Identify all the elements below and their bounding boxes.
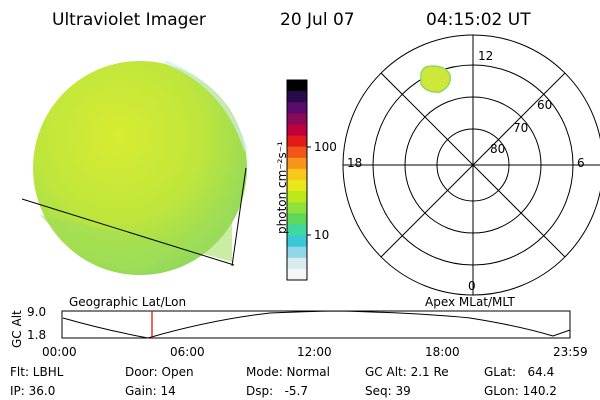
- colorbar-frame: [286, 79, 308, 281]
- polar-plot: [342, 34, 600, 296]
- colorbar-band: [287, 268, 307, 281]
- apex-label: Apex MLat/MLT: [425, 295, 515, 309]
- polar-radial-ne: [472, 61, 577, 166]
- mlt-label-12: 12: [478, 49, 494, 63]
- time-tick-1200: 12:00: [297, 345, 332, 359]
- colorbar-band: [287, 202, 307, 214]
- colorbar-label-100: 100: [314, 140, 337, 154]
- mode-info: Mode: Normal: [246, 365, 330, 379]
- instrument-title: Ultraviolet Imager: [52, 10, 206, 30]
- time-tick-1800: 18:00: [425, 345, 460, 359]
- polar-radial-nw: [369, 61, 474, 166]
- colorbar-band: [287, 80, 307, 92]
- polar-radial-se: [472, 164, 577, 269]
- mlt-label-0: 0: [468, 279, 476, 293]
- colorbar-band: [287, 224, 307, 237]
- polar-ring-80: [436, 128, 510, 202]
- disk-fill: [33, 61, 247, 275]
- dsp-info: Dsp: -5.7: [246, 384, 309, 398]
- colorbar-band: [287, 257, 307, 270]
- colorbar-band: [287, 146, 307, 159]
- colorbar-band: [287, 180, 307, 192]
- altitude-ytick-low: 1.8: [27, 328, 47, 342]
- colorbar-band: [287, 235, 307, 248]
- altitude-plot-frame: [61, 310, 571, 339]
- colorbar-band: [287, 246, 307, 259]
- colorbar-band: [287, 157, 307, 170]
- glat-info: GLat: 64.4: [484, 365, 555, 379]
- altitude-ytick-high: 9.0: [27, 305, 47, 319]
- colorbar-band: [287, 113, 307, 125]
- time-tick-0600: 06:00: [170, 345, 205, 359]
- observation-time: 04:15:02 UT: [426, 10, 531, 30]
- door-info: Door: Open: [125, 365, 194, 379]
- polar-ring-60: [372, 64, 574, 266]
- geographic-label: Geographic Lat/Lon: [69, 295, 187, 309]
- observation-date: 20 Jul 07: [280, 10, 355, 30]
- auroral-blob: [420, 65, 452, 93]
- time-tick-2359: 23:59: [553, 345, 588, 359]
- lat-label-70: 70: [513, 121, 529, 135]
- limb-line: [231, 167, 247, 267]
- gain-info: Gain: 14: [125, 384, 176, 398]
- ip-info: IP: 36.0: [10, 384, 56, 398]
- colorbar-label-10: 10: [314, 228, 330, 242]
- colorbar-band: [287, 213, 307, 225]
- polar-ring-outer: [342, 34, 600, 296]
- uv-image-disk: [21, 60, 248, 275]
- time-tick-0000: 00:00: [42, 345, 77, 359]
- colorbar-band: [287, 102, 307, 114]
- colorbar-band: [287, 168, 307, 181]
- polar-radial-sw: [369, 164, 474, 269]
- altitude-curve: [62, 310, 571, 339]
- colorbar-band: [287, 124, 307, 137]
- sequence-info: Seq: 39: [365, 384, 411, 398]
- altitude-plot: [61, 310, 571, 339]
- disk-lower-band: [40, 200, 232, 275]
- polar-ring-70: [404, 96, 542, 234]
- filter-info: Flt: LBHL: [10, 365, 64, 379]
- mlt-label-6: 6: [577, 156, 585, 170]
- colorbar: [287, 80, 307, 281]
- colorbar-unit-label: photon cm⁻²s⁻¹: [275, 141, 289, 234]
- lat-label-80: 80: [490, 142, 506, 156]
- gc-altitude-info: GC Alt: 2.1 Re: [365, 365, 449, 379]
- mlt-label-18: 18: [347, 156, 363, 170]
- lat-label-60: 60: [537, 98, 553, 112]
- glon-info: GLon: 140.2: [484, 384, 557, 398]
- terminator-line: [21, 198, 235, 266]
- altitude-ylabel: GC Alt: [10, 310, 24, 348]
- colorbar-band: [287, 135, 307, 148]
- disk-edge-glow: [164, 60, 248, 151]
- colorbar-band: [287, 191, 307, 203]
- colorbar-band: [287, 91, 307, 103]
